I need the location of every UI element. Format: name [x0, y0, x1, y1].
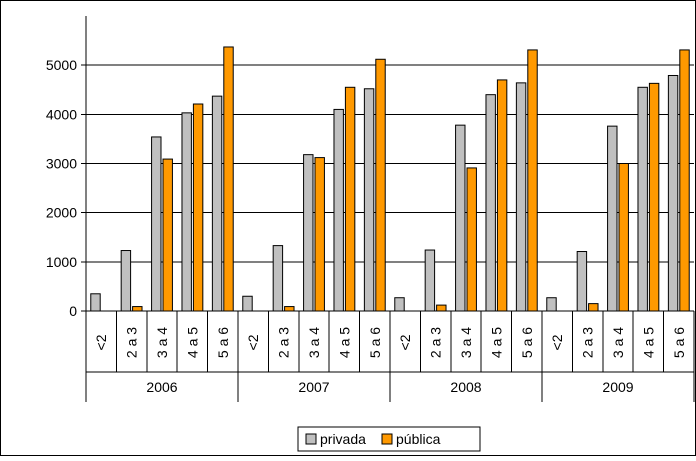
bar-publica	[436, 304, 447, 312]
legend-label: privada	[320, 431, 366, 447]
bar-privada	[151, 136, 162, 312]
x-category-label: 4 a 5	[184, 327, 200, 358]
bar-publica	[527, 49, 538, 312]
x-group-label: 2009	[602, 379, 633, 395]
x-category-label: 2 a 3	[124, 327, 140, 358]
x-category-label: 4 a 5	[640, 327, 656, 358]
x-category-label: 2 a 3	[276, 327, 292, 358]
x-category-label: 5 a 6	[367, 327, 383, 358]
y-tick-label: 2000	[46, 205, 77, 221]
x-category-label: 3 a 4	[610, 327, 626, 358]
bar-privada	[515, 82, 527, 312]
bar-publica	[618, 163, 629, 312]
x-category-label: <2	[397, 334, 413, 350]
y-tick-label: 1000	[46, 254, 77, 270]
bar-publica	[648, 82, 660, 312]
bar-privada	[576, 251, 588, 312]
y-tick-label: 5000	[46, 57, 77, 73]
bar-privada	[363, 88, 375, 312]
bar-privada	[272, 245, 284, 312]
bar-publica	[466, 167, 477, 312]
y-tick-label: 0	[69, 303, 77, 319]
bar-privada	[90, 293, 101, 312]
bar-privada	[211, 95, 223, 312]
bar-privada	[424, 249, 436, 312]
x-category-label: 4 a 5	[488, 327, 504, 358]
bar-publica	[192, 103, 204, 312]
legend-label: pública	[396, 431, 441, 447]
y-tick-label: 4000	[46, 106, 77, 122]
x-category-label: <2	[549, 334, 565, 350]
bar-publica	[588, 303, 599, 312]
bar-publica	[223, 46, 234, 312]
x-group-label: 2007	[298, 379, 329, 395]
x-group-label: 2006	[146, 379, 177, 395]
bar-privada	[333, 108, 344, 312]
x-category-label: 3 a 4	[306, 327, 322, 358]
x-category-label: 5 a 6	[215, 327, 231, 358]
bar-privada	[485, 94, 496, 312]
x-category-label: 4 a 5	[336, 327, 352, 358]
bar-privada	[607, 125, 618, 312]
y-tick-label: 3000	[46, 156, 77, 172]
bar-publica	[496, 79, 508, 312]
x-category-label: 2 a 3	[428, 327, 444, 358]
x-category-label: 3 a 4	[154, 327, 170, 358]
x-category-label: 3 a 4	[458, 327, 474, 358]
x-category-label: <2	[93, 334, 109, 350]
bar-privada	[120, 250, 132, 312]
bar-privada	[455, 124, 466, 312]
bar-publica	[162, 158, 173, 312]
bar-privada	[181, 112, 192, 312]
x-group-label: 2008	[450, 379, 481, 395]
bar-publica	[375, 58, 386, 312]
legend-swatch	[381, 433, 393, 445]
bar-privada	[242, 295, 253, 312]
bar-publica	[679, 49, 690, 312]
bar-publica	[132, 306, 143, 312]
legend-swatch	[305, 433, 317, 445]
bar-privada	[546, 297, 557, 312]
bar-publica	[284, 306, 295, 312]
x-category-label: 5 a 6	[519, 327, 535, 358]
bar-privada	[394, 297, 405, 312]
bar-publica	[344, 86, 356, 312]
bar-privada	[303, 154, 314, 312]
bar-privada	[667, 74, 679, 312]
x-category-label: 2 a 3	[580, 327, 596, 358]
bar-publica	[314, 157, 325, 312]
bar-privada	[637, 86, 648, 312]
x-category-label: <2	[245, 334, 261, 350]
x-category-label: 5 a 6	[671, 327, 687, 358]
